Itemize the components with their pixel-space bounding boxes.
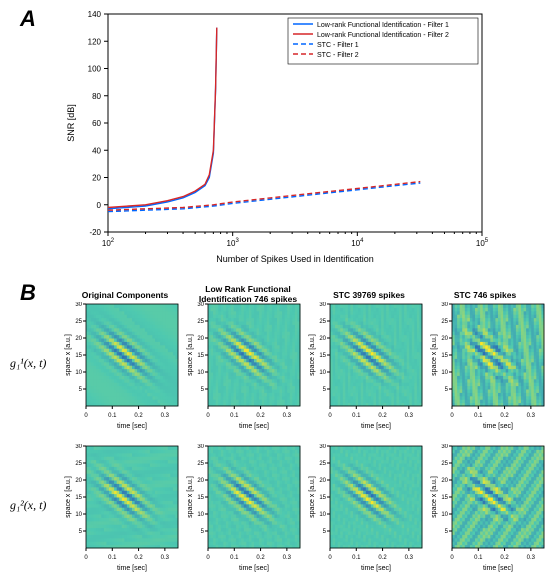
- svg-text:space x [a.u.]: space x [a.u.]: [65, 334, 72, 376]
- svg-text:15: 15: [319, 353, 326, 359]
- panel-b-label: B: [20, 280, 36, 306]
- svg-text:0.2: 0.2: [500, 413, 509, 419]
- row-label-1: g₁¹(x, t): [10, 356, 46, 371]
- svg-text:time [sec]: time [sec]: [239, 423, 269, 430]
- svg-text:20: 20: [441, 336, 448, 342]
- svg-text:time [sec]: time [sec]: [361, 423, 391, 430]
- heatmap-r2-c1: 5101520253000.10.20.3time [sec]space x […: [62, 444, 180, 574]
- svg-text:5: 5: [79, 387, 83, 393]
- svg-text:10: 10: [197, 370, 204, 376]
- svg-text:30: 30: [319, 302, 326, 308]
- svg-text:space x [a.u.]: space x [a.u.]: [431, 334, 438, 376]
- svg-text:25: 25: [319, 319, 326, 325]
- svg-text:time [sec]: time [sec]: [117, 423, 147, 430]
- svg-text:20: 20: [75, 336, 82, 342]
- svg-text:0.2: 0.2: [378, 413, 387, 419]
- heatmap-r2-c4: 5101520253000.10.20.3time [sec]space x […: [428, 444, 546, 574]
- panel-a-label: A: [20, 6, 36, 32]
- svg-text:-20: -20: [89, 228, 101, 237]
- panel-a-chart: -20 0 20 40 60 80 100 120 140 102 103 104 105 Number …: [60, 8, 490, 268]
- svg-text:0.2: 0.2: [134, 413, 143, 419]
- svg-text:104: 104: [351, 238, 364, 248]
- svg-text:0.3: 0.3: [283, 413, 292, 419]
- svg-text:25: 25: [75, 319, 82, 325]
- svg-text:0.1: 0.1: [352, 413, 361, 419]
- heatmap-r2-c2: 5101520253000.10.20.3time [sec]space x […: [184, 444, 302, 574]
- svg-text:25: 25: [197, 319, 204, 325]
- row-label-2: g₁²(x, t): [10, 498, 46, 513]
- svg-text:120: 120: [88, 37, 102, 46]
- svg-text:30: 30: [441, 302, 448, 308]
- svg-text:10: 10: [319, 370, 326, 376]
- svg-text:0.3: 0.3: [161, 413, 170, 419]
- svg-text:140: 140: [88, 10, 102, 19]
- svg-text:60: 60: [92, 119, 101, 128]
- svg-text:5: 5: [323, 387, 327, 393]
- col-title-4: STC 746 spikes: [432, 290, 538, 300]
- svg-text:space x [a.u.]: space x [a.u.]: [309, 334, 316, 376]
- svg-text:0: 0: [206, 413, 210, 419]
- svg-text:0.1: 0.1: [230, 413, 239, 419]
- svg-text:Number of Spikes Used in Ident: Number of Spikes Used in Identification: [216, 254, 374, 264]
- heatmap-r2-c3: 5101520253000.10.20.3time [sec]space x […: [306, 444, 424, 574]
- svg-text:25: 25: [441, 319, 448, 325]
- svg-text:102: 102: [102, 238, 115, 248]
- svg-text:5: 5: [445, 387, 449, 393]
- svg-text:10: 10: [75, 370, 82, 376]
- svg-text:105: 105: [476, 238, 489, 248]
- svg-text:10: 10: [441, 370, 448, 376]
- svg-text:103: 103: [227, 238, 240, 248]
- svg-text:SNR [dB]: SNR [dB]: [66, 104, 76, 142]
- svg-text:Low-rank Functional Identifica: Low-rank Functional Identification - Fil…: [317, 22, 449, 29]
- svg-text:0.3: 0.3: [527, 413, 536, 419]
- col-title-3: STC 39769 spikes: [316, 290, 422, 300]
- svg-text:0: 0: [328, 413, 332, 419]
- col-title-2: Low Rank Functional Identification 746 s…: [190, 284, 306, 304]
- svg-text:80: 80: [92, 92, 101, 101]
- svg-text:30: 30: [197, 302, 204, 308]
- svg-text:0.1: 0.1: [474, 413, 483, 419]
- svg-text:time [sec]: time [sec]: [483, 423, 513, 430]
- svg-text:5: 5: [201, 387, 205, 393]
- svg-text:space x [a.u.]: space x [a.u.]: [187, 334, 194, 376]
- svg-text:40: 40: [92, 146, 101, 155]
- heatmap-r1-c3: 5 10 15 20 25 30 0 0.1 0.2 0.3 time [sec] space x […: [306, 302, 424, 432]
- col-title-1: Original Components: [72, 290, 178, 300]
- svg-text:0.3: 0.3: [405, 413, 414, 419]
- svg-text:100: 100: [88, 65, 102, 74]
- svg-text:0: 0: [450, 413, 454, 419]
- svg-text:Low-rank Functional Identifica: Low-rank Functional Identification - Fil…: [317, 32, 449, 39]
- svg-text:15: 15: [197, 353, 204, 359]
- svg-text:20: 20: [319, 336, 326, 342]
- svg-text:20: 20: [197, 336, 204, 342]
- svg-text:0: 0: [97, 201, 102, 210]
- svg-text:STC - Filter 1: STC - Filter 1: [317, 42, 359, 49]
- svg-text:0.2: 0.2: [256, 413, 265, 419]
- svg-text:15: 15: [75, 353, 82, 359]
- svg-text:15: 15: [441, 353, 448, 359]
- svg-text:20: 20: [92, 174, 101, 183]
- svg-text:30: 30: [75, 302, 82, 308]
- heatmap-r1-c4: 5 10 15 20 25 30 0 0.1 0.2 0.3 time [sec] space x […: [428, 302, 546, 432]
- heatmap-r1-c2: 5 10 15 20 25 30 0 0.1 0.2 0.3 time [sec] space x […: [184, 302, 302, 432]
- svg-text:STC - Filter 2: STC - Filter 2: [317, 52, 359, 59]
- heatmap-r1-c1: 5 10 15 20 25 30 0 0.1 0.2 0.3 time [sec] space x […: [62, 302, 180, 432]
- svg-text:0.1: 0.1: [108, 413, 117, 419]
- svg-text:0: 0: [84, 413, 88, 419]
